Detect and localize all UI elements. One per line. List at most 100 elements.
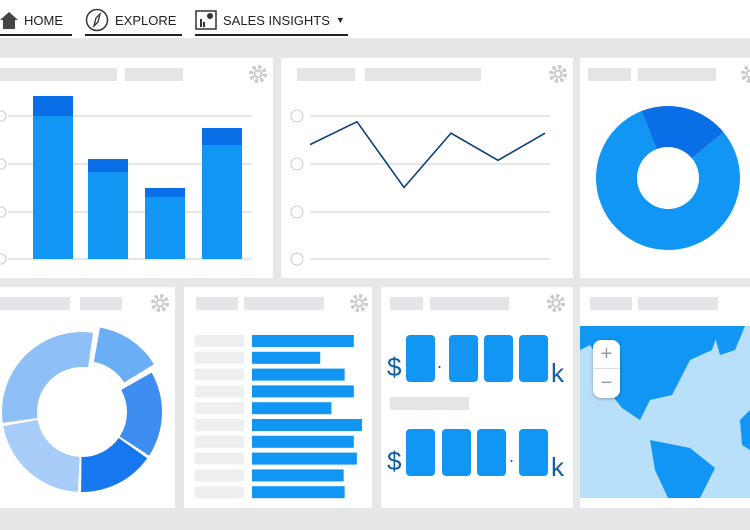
digit-block (519, 429, 548, 476)
bar-top-segment (33, 96, 73, 116)
horizontal-bar (252, 419, 362, 431)
digit-block (477, 429, 506, 476)
unit-suffix: k (551, 452, 564, 482)
title-placeholder (365, 68, 481, 81)
row-label-placeholder (195, 419, 244, 431)
nav-home[interactable]: HOME (0, 6, 72, 36)
donut-slice (3, 419, 80, 492)
gear-icon (549, 65, 567, 83)
gear-icon (151, 294, 169, 312)
digit-block (406, 335, 435, 382)
gear-icon (350, 294, 368, 312)
gear-icon (249, 65, 267, 83)
digit-block (484, 335, 513, 382)
bar (202, 145, 242, 259)
title-placeholder (638, 297, 718, 310)
horizontal-bar (252, 469, 344, 482)
gear-icon (553, 300, 559, 306)
nav-label: EXPLORE (115, 12, 177, 28)
horizontal-bar (252, 452, 357, 465)
gear-icon (555, 71, 561, 77)
nav-label: HOME (24, 12, 63, 28)
axis-dot (0, 158, 7, 170)
line-chart-widget (281, 58, 573, 278)
digit-block (442, 429, 471, 476)
currency-symbol: $ (387, 352, 402, 382)
gear-icon (356, 300, 362, 306)
row-label-placeholder (195, 469, 244, 482)
title-placeholder (0, 297, 70, 310)
nav-explore[interactable]: EXPLORE (85, 6, 182, 36)
row-label-placeholder (195, 351, 244, 364)
currency-symbol: $ (387, 446, 402, 476)
decimal-point: . (437, 352, 443, 372)
bar (145, 197, 185, 259)
horizontal-bar (252, 335, 354, 347)
axis-dot (0, 253, 7, 265)
donut-slice (1, 332, 93, 423)
bar (33, 116, 73, 259)
horizontal-bar (252, 368, 345, 381)
map-zoom-control: + − (593, 340, 620, 398)
title-placeholder (430, 297, 509, 310)
donut-slice (641, 106, 724, 159)
bar-top-segment (202, 128, 242, 145)
axis-dot (290, 205, 304, 219)
horizontal-bar (252, 385, 354, 398)
horizontal-bar (252, 486, 345, 499)
bar-top-segment (145, 188, 185, 197)
zoom-in-button[interactable]: + (593, 340, 620, 369)
donut-slice (81, 438, 148, 492)
horizontal-bar (252, 402, 332, 415)
donut-slice (93, 327, 154, 383)
axis-dot (0, 110, 7, 122)
title-placeholder (80, 297, 122, 310)
decimal-point: . (509, 446, 515, 466)
title-placeholder (244, 297, 324, 310)
row-label-placeholder (195, 402, 244, 415)
donut-slice (595, 111, 740, 251)
axis-dot (290, 109, 304, 123)
donut-slice (119, 372, 163, 456)
zoom-out-button[interactable]: − (600, 372, 613, 394)
caret-down-icon: ▼ (335, 15, 345, 25)
row-label-placeholder (195, 335, 244, 347)
bar (88, 172, 128, 259)
row-label-placeholder (195, 452, 244, 465)
title-placeholder (638, 68, 716, 81)
digit-block (519, 335, 548, 382)
axis-dot (290, 252, 304, 266)
home-icon (0, 11, 18, 29)
axis-dot (0, 206, 7, 218)
compass-icon (85, 8, 109, 32)
title-placeholder (390, 297, 423, 310)
nav-sales-insights[interactable]: SALES INSIGHTS ▼ (195, 6, 348, 36)
title-placeholder (588, 68, 631, 81)
label-placeholder (390, 397, 469, 410)
axis-dot (290, 157, 304, 171)
gear-icon (547, 294, 565, 312)
row-label-placeholder (195, 435, 244, 448)
title-placeholder (0, 68, 117, 81)
report-icon (195, 10, 217, 30)
digit-block (406, 429, 435, 476)
gear-icon (157, 300, 163, 306)
line-series (309, 120, 546, 189)
title-placeholder (125, 68, 183, 81)
nav-label: SALES INSIGHTS (223, 12, 330, 28)
title-placeholder (297, 68, 355, 81)
title-placeholder (196, 297, 238, 310)
row-label-placeholder (195, 486, 244, 499)
row-label-placeholder (195, 368, 244, 381)
row-label-placeholder (195, 385, 244, 398)
horizontal-bar (252, 435, 354, 448)
top-nav: HOME EXPLORE SALES INSIGHTS ▼ (0, 0, 750, 38)
bar-top-segment (88, 159, 128, 172)
title-placeholder (590, 297, 632, 310)
digit-block (449, 335, 478, 382)
gear-icon (255, 71, 261, 77)
gear-icon (747, 71, 750, 77)
unit-suffix: k (551, 358, 564, 388)
horizontal-bar (252, 351, 321, 364)
